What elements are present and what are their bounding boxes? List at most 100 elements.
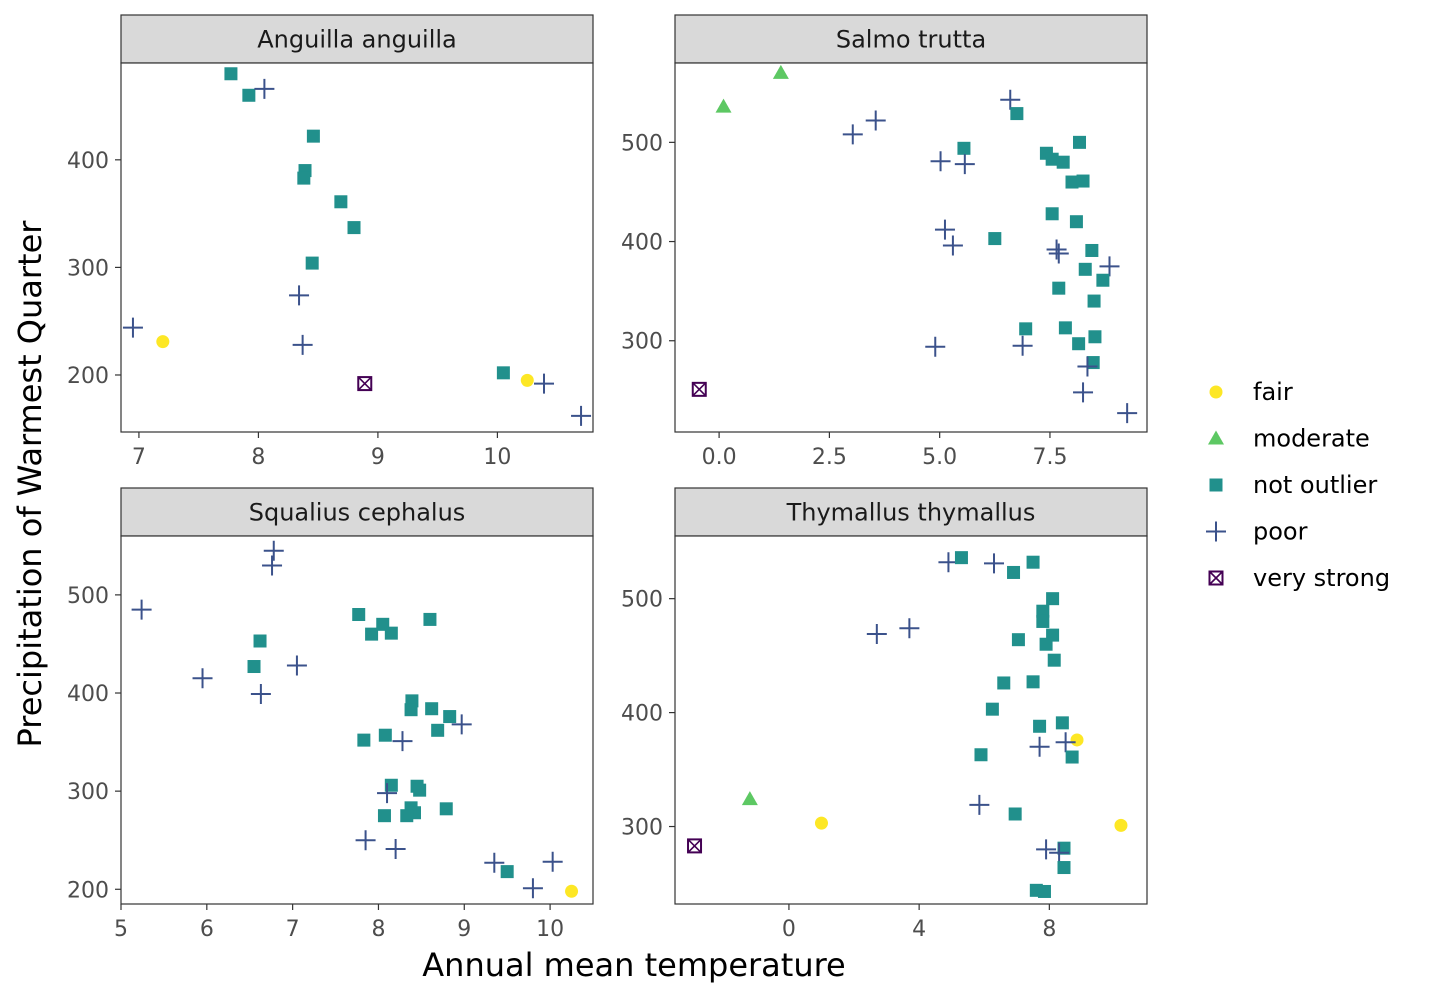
data-point-not-outlier bbox=[1065, 750, 1079, 764]
data-point-not-outlier bbox=[974, 748, 988, 762]
data-point-poor bbox=[534, 373, 555, 394]
data-point-poor bbox=[571, 405, 592, 426]
data-point-not-outlier bbox=[1045, 207, 1059, 221]
legend-item: moderate bbox=[1208, 425, 1370, 453]
data-point-not-outlier bbox=[496, 366, 510, 380]
data-point-not-outlier bbox=[1073, 135, 1087, 149]
data-point-not-outlier bbox=[1045, 152, 1059, 166]
data-point-not-outlier bbox=[306, 129, 320, 143]
panel-frame bbox=[674, 62, 1148, 433]
facet-strip bbox=[120, 14, 594, 64]
data-point-poor bbox=[1000, 89, 1021, 110]
y-tick-label: 400 bbox=[67, 149, 109, 174]
facet-panels: Anguilla anguilla 200 300 400 7 8 9 10 Salmo tru… bbox=[67, 14, 1148, 942]
data-point-not-outlier bbox=[1076, 174, 1090, 188]
data-point-poor bbox=[1012, 335, 1033, 356]
data-point-poor bbox=[451, 714, 472, 735]
data-point-poor bbox=[1049, 842, 1070, 863]
data-point-not-outlier bbox=[384, 778, 398, 792]
data-point-not-outlier bbox=[247, 660, 261, 674]
data-point-not-outlier bbox=[997, 676, 1011, 690]
y-axis-title: Precipitation of Warmest Quarter bbox=[11, 220, 49, 748]
data-point-poor bbox=[254, 78, 275, 99]
data-point-poor bbox=[286, 655, 307, 676]
data-point-fair bbox=[1114, 818, 1128, 832]
data-point-poor bbox=[930, 151, 951, 172]
data-point-not-outlier bbox=[242, 88, 256, 102]
data-point-fair bbox=[814, 816, 828, 830]
data-point-not-outlier bbox=[1058, 321, 1072, 335]
data-points bbox=[122, 67, 592, 426]
x-tick-label: 7 bbox=[286, 917, 300, 942]
data-point-not-outlier bbox=[1026, 555, 1040, 569]
y-tick-label: 200 bbox=[67, 364, 109, 389]
data-point-not-outlier bbox=[1047, 653, 1061, 667]
data-point-not-outlier bbox=[297, 171, 311, 185]
y-tick-label: 300 bbox=[67, 256, 109, 281]
data-point-poor bbox=[192, 668, 213, 689]
data-point-poor bbox=[522, 878, 543, 899]
legend-item: fair bbox=[1209, 378, 1293, 406]
data-point-not-outlier bbox=[423, 612, 437, 626]
data-point-poor bbox=[1073, 382, 1094, 403]
data-point-not-outlier bbox=[352, 608, 366, 622]
data-point-not-outlier bbox=[1056, 155, 1070, 169]
legend: fair moderate not outlier poor very strong bbox=[1206, 378, 1390, 592]
data-point-very-strong bbox=[357, 376, 373, 392]
x-tick-label: 9 bbox=[371, 445, 385, 470]
data-point-poor bbox=[969, 794, 990, 815]
data-point-not-outlier bbox=[1011, 633, 1025, 647]
data-point-not-outlier bbox=[1033, 719, 1047, 733]
data-point-poor bbox=[925, 336, 946, 357]
facet-panel: Salmo trutta 300 400 500 0.0 2.5 5.0 7.5 bbox=[621, 14, 1148, 470]
data-point-poor bbox=[355, 830, 376, 851]
data-point-poor bbox=[1055, 732, 1076, 753]
data-point-moderate bbox=[772, 64, 789, 79]
data-point-poor bbox=[984, 553, 1005, 574]
data-point-not-outlier bbox=[957, 141, 971, 155]
y-tick-label: 300 bbox=[621, 330, 663, 355]
data-point-not-outlier bbox=[357, 733, 371, 747]
data-point-poor bbox=[377, 783, 398, 804]
data-point-not-outlier bbox=[253, 634, 267, 648]
data-point-not-outlier bbox=[1008, 807, 1022, 821]
data-point-poor bbox=[866, 623, 887, 644]
y-tick-label: 300 bbox=[621, 816, 663, 841]
data-point-poor bbox=[1048, 243, 1069, 264]
data-point-not-outlier bbox=[1037, 884, 1051, 898]
data-point-poor bbox=[385, 839, 406, 860]
data-point-not-outlier bbox=[305, 256, 319, 270]
data-point-not-outlier bbox=[1072, 337, 1086, 351]
data-point-fair bbox=[520, 373, 534, 387]
data-point-not-outlier bbox=[384, 626, 398, 640]
legend-key-fair bbox=[1209, 385, 1223, 399]
data-point-not-outlier bbox=[1069, 215, 1083, 229]
data-point-poor bbox=[542, 851, 563, 872]
legend-label: not outlier bbox=[1253, 471, 1377, 499]
x-tick-label: 10 bbox=[536, 917, 564, 942]
data-point-not-outlier bbox=[1019, 322, 1033, 336]
data-point-poor bbox=[289, 285, 310, 306]
data-point-poor bbox=[1036, 839, 1057, 860]
data-point-not-outlier bbox=[224, 67, 238, 81]
data-point-not-outlier bbox=[1026, 675, 1040, 689]
legend-label: moderate bbox=[1253, 425, 1370, 453]
data-point-fair bbox=[156, 335, 170, 349]
x-axis-title: Annual mean temperature bbox=[422, 946, 845, 984]
data-point-not-outlier bbox=[365, 627, 379, 641]
facet-title: Squalius cephalus bbox=[249, 499, 466, 527]
data-point-fair bbox=[1070, 733, 1084, 747]
data-point-not-outlier bbox=[1057, 841, 1071, 855]
data-points bbox=[687, 551, 1128, 898]
x-tick-label: 0 bbox=[782, 917, 796, 942]
data-point-poor bbox=[250, 683, 271, 704]
data-point-poor bbox=[262, 555, 283, 576]
legend-item: very strong bbox=[1208, 564, 1390, 592]
data-point-not-outlier bbox=[400, 809, 414, 823]
x-tick-label: 7 bbox=[132, 445, 146, 470]
data-point-poor bbox=[263, 540, 284, 561]
panel-frame bbox=[120, 62, 594, 433]
x-tick-label: 6 bbox=[200, 917, 214, 942]
x-tick-label: 8 bbox=[251, 445, 265, 470]
y-tick-label: 300 bbox=[67, 780, 109, 805]
